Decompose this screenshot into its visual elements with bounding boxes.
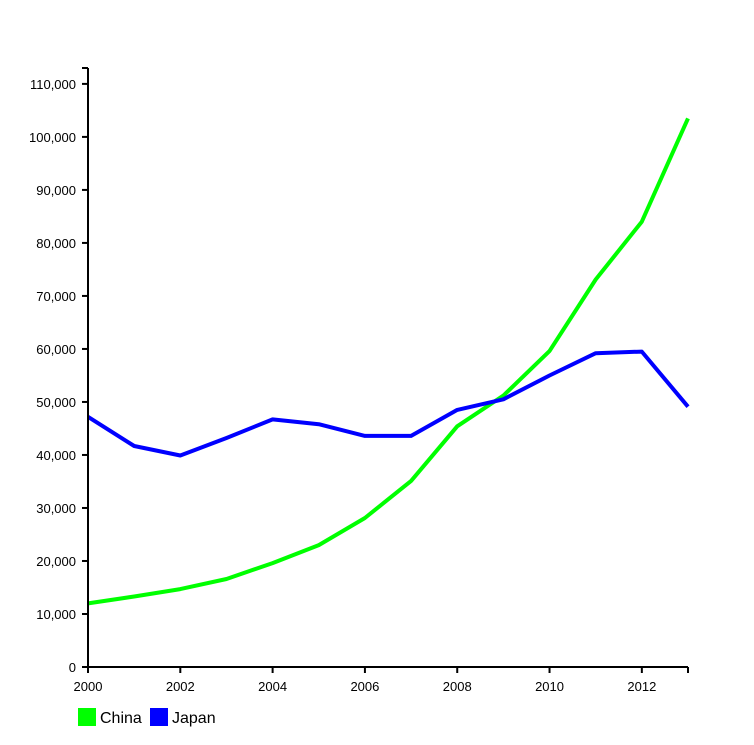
series-line-china	[87, 117, 690, 606]
legend-swatch-japan	[150, 708, 168, 726]
y-tick-label-30000: 30,000	[36, 501, 76, 516]
legend-swatch-china	[78, 708, 96, 726]
x-tick-label-2012: 2012	[627, 679, 656, 694]
x-tick-label-2010: 2010	[535, 679, 564, 694]
series-line-japan	[86, 349, 690, 458]
x-tick-label-2000: 2000	[74, 679, 103, 694]
x-tick-label-2002: 2002	[166, 679, 195, 694]
y-tick-label-70000: 70,000	[36, 289, 76, 304]
y-tick-label-20000: 20,000	[36, 554, 76, 569]
y-axis: 0 10,000 20,000 30,000 40,000 50,000 60,000 70,…	[29, 67, 89, 675]
y-tick-label-110000: 110,000	[30, 77, 76, 92]
x-tick-label-2008: 2008	[443, 679, 472, 694]
y-tick-label-60000: 60,000	[36, 342, 76, 357]
y-tick-label-50000: 50,000	[36, 395, 76, 410]
legend-label-japan: Japan	[172, 710, 216, 727]
legend: China Japan	[78, 708, 216, 727]
y-tick-label-90000: 90,000	[36, 183, 76, 198]
plot-lines	[86, 117, 690, 606]
x-axis: 2000 2002 2004 2006 2008 2010 2012	[74, 666, 689, 694]
y-tick-label-80000: 80,000	[36, 236, 76, 251]
x-tick-label-2004: 2004	[258, 679, 287, 694]
x-tick-label-2006: 2006	[350, 679, 379, 694]
y-tick-label-10000: 10,000	[36, 607, 76, 622]
legend-label-china: China	[100, 710, 142, 727]
y-tick-label-100000: 100,000	[29, 130, 76, 145]
y-tick-label-40000: 40,000	[36, 448, 76, 463]
y-tick-label-0: 0	[69, 660, 76, 675]
